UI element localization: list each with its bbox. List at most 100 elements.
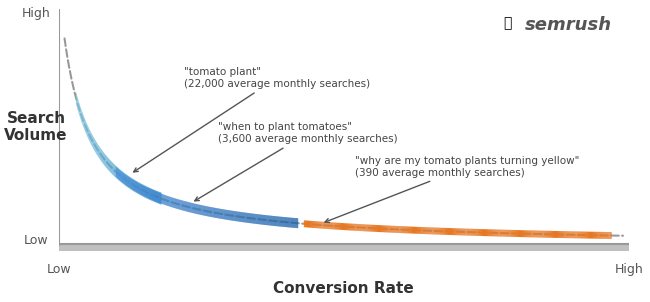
Polygon shape: [387, 226, 388, 233]
Polygon shape: [590, 232, 591, 239]
Polygon shape: [473, 229, 474, 236]
Polygon shape: [306, 220, 307, 227]
Polygon shape: [481, 229, 482, 236]
FancyBboxPatch shape: [59, 244, 629, 251]
Polygon shape: [486, 229, 487, 236]
Polygon shape: [414, 227, 415, 234]
Polygon shape: [349, 223, 350, 230]
Polygon shape: [531, 230, 532, 237]
Polygon shape: [453, 228, 454, 235]
Polygon shape: [342, 223, 343, 230]
Polygon shape: [499, 230, 500, 236]
Polygon shape: [442, 228, 443, 235]
Polygon shape: [501, 230, 502, 236]
Polygon shape: [448, 228, 449, 235]
Polygon shape: [445, 228, 446, 235]
Polygon shape: [529, 230, 530, 237]
Polygon shape: [556, 231, 557, 238]
Polygon shape: [512, 230, 513, 237]
Polygon shape: [326, 222, 328, 229]
Text: Conversion Rate: Conversion Rate: [274, 281, 414, 296]
Polygon shape: [430, 227, 432, 234]
Polygon shape: [377, 225, 378, 232]
Polygon shape: [386, 226, 387, 233]
Polygon shape: [561, 231, 562, 238]
Polygon shape: [402, 226, 404, 233]
Polygon shape: [346, 223, 347, 230]
Polygon shape: [378, 225, 379, 232]
Polygon shape: [322, 222, 324, 229]
Polygon shape: [335, 223, 336, 230]
Polygon shape: [311, 221, 312, 228]
Polygon shape: [400, 226, 402, 233]
Polygon shape: [405, 226, 406, 233]
Text: "why are my tomato plants turning yellow"
(390 average monthly searches): "why are my tomato plants turning yellow…: [325, 156, 580, 223]
Polygon shape: [388, 226, 389, 233]
Polygon shape: [514, 230, 515, 237]
Text: Search
Volume: Search Volume: [5, 111, 68, 143]
Polygon shape: [596, 232, 597, 239]
Polygon shape: [413, 227, 414, 234]
Polygon shape: [476, 229, 478, 236]
Polygon shape: [604, 232, 605, 239]
Polygon shape: [484, 229, 485, 236]
Polygon shape: [316, 221, 317, 228]
Polygon shape: [506, 230, 508, 237]
Polygon shape: [587, 232, 588, 239]
Polygon shape: [597, 232, 598, 239]
Polygon shape: [308, 221, 309, 228]
Polygon shape: [610, 232, 612, 239]
Polygon shape: [598, 232, 599, 239]
Polygon shape: [463, 229, 464, 236]
Polygon shape: [584, 232, 585, 239]
Polygon shape: [309, 221, 310, 228]
Polygon shape: [577, 231, 578, 238]
Polygon shape: [314, 221, 315, 228]
Polygon shape: [480, 229, 481, 236]
Polygon shape: [559, 231, 560, 238]
Polygon shape: [483, 229, 484, 236]
Polygon shape: [548, 231, 549, 238]
Polygon shape: [333, 223, 335, 230]
Polygon shape: [583, 232, 584, 239]
Polygon shape: [419, 227, 420, 234]
Text: semrush: semrush: [525, 16, 612, 34]
Polygon shape: [534, 230, 536, 237]
Polygon shape: [412, 226, 413, 233]
Polygon shape: [444, 228, 445, 235]
Polygon shape: [416, 227, 417, 234]
Polygon shape: [530, 230, 531, 237]
Polygon shape: [435, 227, 436, 234]
Polygon shape: [372, 225, 373, 232]
Polygon shape: [488, 229, 489, 236]
Polygon shape: [409, 226, 410, 233]
Polygon shape: [562, 231, 563, 238]
Polygon shape: [337, 223, 338, 230]
Polygon shape: [393, 226, 395, 233]
Polygon shape: [460, 228, 462, 235]
Polygon shape: [591, 232, 592, 239]
Polygon shape: [573, 231, 575, 238]
Polygon shape: [391, 226, 393, 233]
Polygon shape: [425, 227, 426, 234]
Polygon shape: [554, 231, 555, 238]
Polygon shape: [341, 223, 342, 230]
Polygon shape: [479, 229, 480, 236]
Polygon shape: [601, 232, 603, 239]
Polygon shape: [426, 227, 427, 234]
Polygon shape: [571, 231, 573, 238]
Polygon shape: [589, 232, 590, 239]
Polygon shape: [455, 228, 456, 235]
Polygon shape: [441, 228, 442, 235]
Polygon shape: [510, 230, 511, 237]
Polygon shape: [519, 230, 520, 237]
Polygon shape: [595, 232, 596, 239]
Polygon shape: [469, 229, 471, 236]
Polygon shape: [382, 225, 383, 232]
Polygon shape: [543, 231, 545, 238]
Polygon shape: [324, 222, 326, 229]
Polygon shape: [608, 232, 610, 239]
Polygon shape: [369, 225, 370, 232]
Polygon shape: [318, 221, 319, 228]
Polygon shape: [331, 222, 332, 229]
